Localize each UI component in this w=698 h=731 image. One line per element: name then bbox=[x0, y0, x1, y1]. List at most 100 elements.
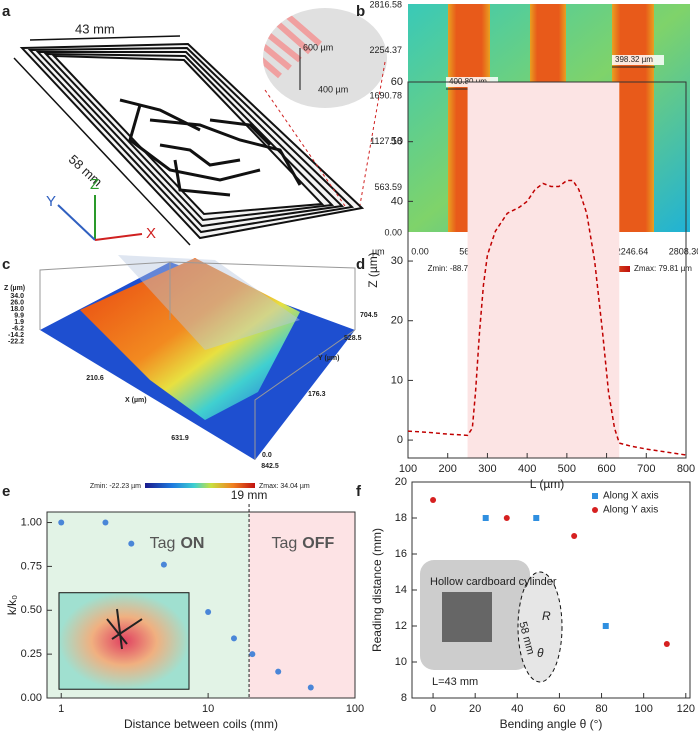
panel-label: d bbox=[356, 256, 365, 273]
z-tick-label: 1.9 bbox=[14, 319, 24, 326]
y-axis-label: k/k₀ bbox=[5, 595, 19, 615]
panel-c-labels: Z (µm)34.026.018.09.91.9-6.2-14.2-22.2 21… bbox=[4, 285, 378, 470]
panel-c: Z (µm)34.026.018.09.91.9-6.2-14.2-22.221… bbox=[4, 255, 378, 490]
plot-frame bbox=[46, 511, 356, 699]
y-tick-label: 0.00 bbox=[21, 692, 42, 704]
data-point bbox=[307, 684, 314, 691]
x-axis-label: L (µm) bbox=[530, 477, 564, 491]
x-tick-label: 120 bbox=[677, 703, 695, 715]
x-axis-label: Distance between coils (mm) bbox=[124, 717, 278, 731]
axis-unit: µm bbox=[372, 246, 385, 256]
x-tick-label: 2808.30 bbox=[669, 246, 698, 256]
x-tick-label: 2246.64 bbox=[616, 246, 649, 256]
x-tick-label: 0 bbox=[430, 703, 436, 715]
y-tick-label: 60 bbox=[391, 76, 403, 88]
surface-ridge bbox=[80, 258, 300, 420]
y-tick-label: 2254.37 bbox=[369, 45, 402, 55]
y-axis-label: Z (µm) bbox=[366, 252, 380, 288]
data-line bbox=[407, 179, 687, 456]
shaded-region bbox=[249, 512, 355, 698]
data-point bbox=[571, 533, 578, 539]
x-tick-label: 800 bbox=[677, 463, 695, 475]
data-point bbox=[128, 540, 135, 547]
x-tick-label: 400 bbox=[518, 463, 536, 475]
data-point bbox=[503, 515, 510, 521]
x-tick-label: 100 bbox=[346, 703, 364, 715]
y-axis-label: Reading distance (mm) bbox=[370, 528, 384, 652]
circuit bbox=[119, 98, 302, 197]
dimension bbox=[29, 35, 181, 41]
coil bbox=[35, 51, 345, 228]
inset-cracks bbox=[106, 608, 143, 650]
y-tick-label: 0.0 bbox=[262, 452, 272, 459]
data-point bbox=[58, 519, 65, 526]
x-tick-label: 80 bbox=[595, 703, 607, 715]
panel-label: a bbox=[2, 3, 11, 20]
x-tick-label: 100 bbox=[634, 703, 652, 715]
y-tick-label: 16 bbox=[395, 548, 407, 560]
y-tick-label: 12 bbox=[395, 620, 407, 632]
measure-box bbox=[612, 55, 664, 65]
data-point bbox=[663, 641, 670, 647]
x-tick-label: 842.5 bbox=[261, 463, 279, 470]
y-axis-label: Y (µm) bbox=[318, 355, 339, 362]
axis-arrow bbox=[94, 233, 143, 241]
y-tick-label: 50 bbox=[391, 136, 403, 148]
z-tick-label: -14.2 bbox=[8, 332, 24, 339]
y-tick-label: 10 bbox=[395, 656, 407, 668]
y-tick-label: 30 bbox=[391, 255, 403, 267]
zoom-inset bbox=[263, 8, 387, 108]
threshold-label: 19 mm bbox=[231, 488, 268, 502]
y-tick-label: 2816.58 bbox=[369, 0, 402, 9]
x-tick-label: 10 bbox=[202, 703, 214, 715]
y-tick-label: 176.3 bbox=[308, 391, 326, 398]
x-tick-label: 60 bbox=[553, 703, 565, 715]
x-tick-label: 40 bbox=[511, 703, 523, 715]
inset-cylinder-end bbox=[517, 571, 563, 683]
x-tick-label: 700 bbox=[637, 463, 655, 475]
dimension bbox=[13, 57, 191, 246]
colorbar-max: Zmax: 79.81 µm bbox=[634, 264, 692, 273]
dimension-label: 43 mm bbox=[75, 21, 115, 36]
coil bbox=[43, 52, 335, 222]
data-point bbox=[205, 609, 212, 616]
y-tick-label: 14 bbox=[395, 584, 407, 596]
data-point bbox=[249, 651, 256, 658]
data-point bbox=[230, 635, 237, 642]
colorbar-min: Zmin: -22.23 µm bbox=[90, 483, 141, 490]
legend-label: Along Y axis bbox=[603, 505, 658, 516]
legend-label: Along X axis bbox=[603, 491, 659, 502]
x-tick-label: 100 bbox=[399, 463, 417, 475]
x-tick-label: 20 bbox=[469, 703, 481, 715]
plot-frame bbox=[407, 81, 687, 459]
colorbar bbox=[145, 483, 255, 488]
x-tick-label: 210.6 bbox=[86, 375, 104, 382]
y-tick-label: 0 bbox=[397, 434, 403, 446]
bounding-box bbox=[39, 261, 356, 460]
data-point bbox=[482, 515, 489, 521]
y-tick-label: 0.25 bbox=[21, 648, 42, 660]
axis-label: X bbox=[146, 225, 156, 242]
x-tick-label: 300 bbox=[478, 463, 496, 475]
panel-label: e bbox=[2, 483, 10, 500]
panel-label: c bbox=[2, 256, 10, 273]
y-tick-label: 40 bbox=[391, 195, 403, 207]
axis-label: Z bbox=[90, 176, 99, 193]
dimension-label: 400 µm bbox=[318, 84, 348, 94]
z-tick-label: -22.2 bbox=[8, 338, 24, 345]
z-tick-label: 34.0 bbox=[10, 293, 24, 300]
data-point bbox=[160, 561, 167, 568]
coil bbox=[51, 54, 325, 216]
dimension-label: 58 mm bbox=[66, 152, 106, 190]
section-plane bbox=[118, 255, 300, 350]
zoom-traces bbox=[263, 8, 322, 79]
y-tick-label: 20 bbox=[391, 315, 403, 327]
data-point bbox=[102, 519, 109, 526]
x-axis-label: X (µm) bbox=[125, 397, 147, 404]
z-axis-label: Z (µm) bbox=[4, 285, 25, 292]
tag-state: Tag OFF bbox=[271, 535, 334, 552]
y-tick-label: 704.5 bbox=[360, 312, 378, 319]
panel-label: b bbox=[356, 3, 365, 20]
y-tick-label: 1690.78 bbox=[369, 91, 402, 101]
